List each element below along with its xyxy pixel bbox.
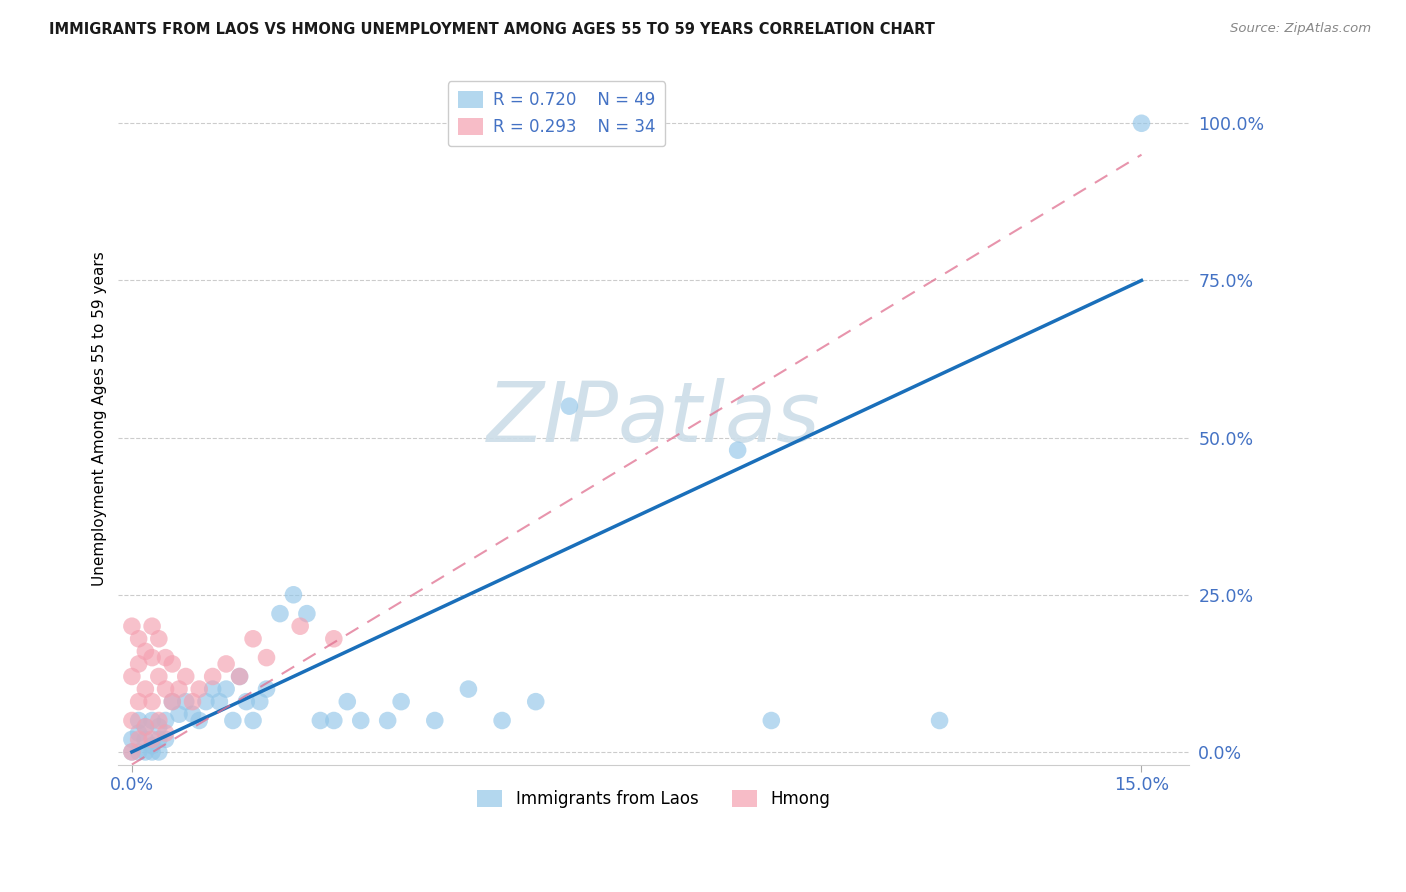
Point <box>256 650 278 665</box>
Point <box>128 745 150 759</box>
Point <box>174 669 197 683</box>
Point <box>128 714 150 728</box>
Point <box>222 714 245 728</box>
Point <box>148 632 170 646</box>
Point <box>148 669 170 683</box>
Point <box>377 714 399 728</box>
Point <box>288 619 311 633</box>
Point <box>148 714 170 728</box>
Point <box>309 714 332 728</box>
Point <box>141 714 163 728</box>
Point <box>322 714 344 728</box>
Point <box>155 714 177 728</box>
Point <box>121 714 143 728</box>
Point <box>134 732 156 747</box>
Point <box>256 682 278 697</box>
Point <box>121 745 143 759</box>
Point <box>134 644 156 658</box>
Point <box>524 695 547 709</box>
Point <box>141 695 163 709</box>
Point <box>283 588 305 602</box>
Point <box>141 745 163 759</box>
Point <box>457 682 479 697</box>
Point <box>228 669 250 683</box>
Point <box>167 682 190 697</box>
Point <box>148 732 170 747</box>
Point <box>1130 116 1153 130</box>
Point <box>121 745 143 759</box>
Text: ZIPatlas: ZIPatlas <box>486 378 820 459</box>
Point <box>162 695 184 709</box>
Point <box>181 695 204 709</box>
Point <box>121 732 143 747</box>
Point <box>134 720 156 734</box>
Point <box>336 695 359 709</box>
Point <box>128 657 150 671</box>
Y-axis label: Unemployment Among Ages 55 to 59 years: Unemployment Among Ages 55 to 59 years <box>93 252 107 586</box>
Point <box>162 657 184 671</box>
Point <box>249 695 271 709</box>
Point <box>201 682 224 697</box>
Point <box>134 682 156 697</box>
Point <box>228 669 250 683</box>
Point <box>215 657 238 671</box>
Point <box>727 443 749 458</box>
Point <box>141 650 163 665</box>
Text: IMMIGRANTS FROM LAOS VS HMONG UNEMPLOYMENT AMONG AGES 55 TO 59 YEARS CORRELATION: IMMIGRANTS FROM LAOS VS HMONG UNEMPLOYME… <box>49 22 935 37</box>
Point <box>141 739 163 753</box>
Point <box>269 607 291 621</box>
Point <box>155 726 177 740</box>
Point <box>491 714 513 728</box>
Point <box>761 714 783 728</box>
Point <box>188 682 211 697</box>
Point <box>155 682 177 697</box>
Point <box>208 695 231 709</box>
Legend: Immigrants from Laos, Hmong: Immigrants from Laos, Hmong <box>471 783 837 815</box>
Point <box>201 669 224 683</box>
Point <box>134 745 156 759</box>
Point <box>215 682 238 697</box>
Point <box>242 714 264 728</box>
Point <box>167 707 190 722</box>
Point <box>128 732 150 747</box>
Point <box>141 732 163 747</box>
Point <box>174 695 197 709</box>
Point <box>155 650 177 665</box>
Point <box>128 726 150 740</box>
Point <box>389 695 412 709</box>
Text: Source: ZipAtlas.com: Source: ZipAtlas.com <box>1230 22 1371 36</box>
Point <box>141 619 163 633</box>
Point <box>134 720 156 734</box>
Point <box>148 720 170 734</box>
Point <box>148 745 170 759</box>
Point <box>162 695 184 709</box>
Point <box>235 695 257 709</box>
Point <box>181 707 204 722</box>
Point <box>295 607 318 621</box>
Point <box>928 714 950 728</box>
Point <box>558 399 581 413</box>
Point <box>121 669 143 683</box>
Point <box>194 695 217 709</box>
Point <box>188 714 211 728</box>
Point <box>322 632 344 646</box>
Point <box>121 619 143 633</box>
Point <box>423 714 446 728</box>
Point <box>242 632 264 646</box>
Point <box>128 632 150 646</box>
Point <box>128 695 150 709</box>
Point <box>350 714 373 728</box>
Point <box>155 732 177 747</box>
